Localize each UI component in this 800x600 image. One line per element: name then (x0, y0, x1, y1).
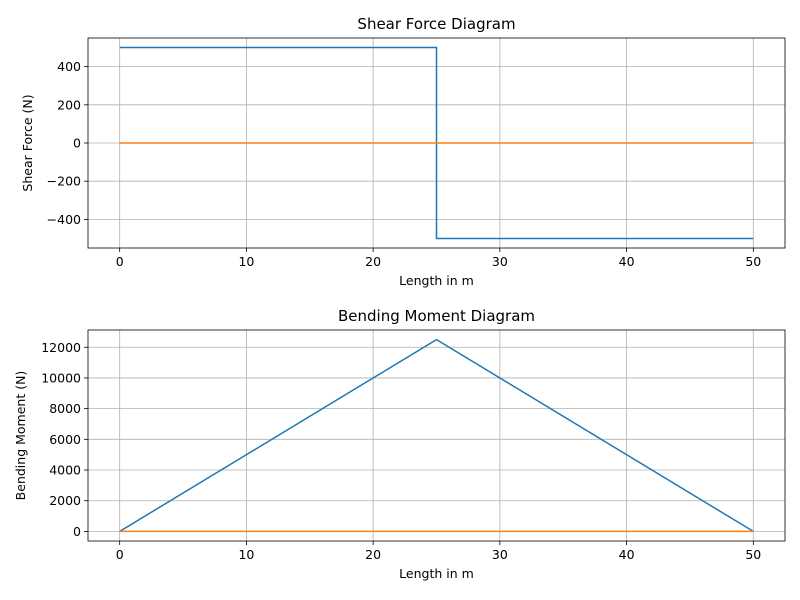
y-tick-label: 0 (73, 524, 81, 539)
shear-force-chart: 0 10 20 30 40 50 −400 −200 0 200 400 Shear Force Di… (20, 15, 786, 288)
x-tick-label: 20 (365, 254, 381, 269)
x-tick-label: 40 (619, 547, 635, 562)
x-tick-label: 10 (238, 547, 254, 562)
y-tick-label: 4000 (49, 463, 81, 478)
y-tick-label: 10000 (41, 370, 81, 385)
plot-frame (87, 329, 786, 542)
x-tick-label: 0 (116, 254, 124, 269)
x-tick-label: 40 (619, 254, 635, 269)
y-tick-label: 200 (57, 97, 81, 112)
x-axis-label: Length in m (399, 273, 474, 288)
y-tick-label: −200 (47, 174, 81, 189)
x-axis-label: Length in m (399, 566, 474, 581)
x-tick-label: 50 (745, 547, 761, 562)
x-tick-label: 0 (116, 547, 124, 562)
x-tick-label: 50 (745, 254, 761, 269)
x-tick-label: 30 (492, 547, 508, 562)
y-axis-label: Bending Moment (N) (13, 371, 28, 501)
y-tick-label: 400 (57, 59, 81, 74)
chart-title: Bending Moment Diagram (338, 307, 535, 325)
y-tick-label: −400 (47, 212, 81, 227)
x-tick-label: 10 (238, 254, 254, 269)
x-tick-label: 20 (365, 547, 381, 562)
series-line-1 (119, 338, 754, 533)
y-tick-label: 6000 (49, 432, 81, 447)
y-tick-label: 8000 (49, 401, 81, 416)
chart-title: Shear Force Diagram (357, 15, 515, 33)
y-axis-label: Shear Force (N) (20, 94, 35, 191)
bending-moment-chart: 0 10 20 30 40 50 0 2000 4000 6000 8000 10000 12000 Be… (13, 307, 786, 581)
y-tick-label: 2000 (49, 493, 81, 508)
x-tick-label: 30 (492, 254, 508, 269)
y-tick-label: 0 (73, 136, 81, 151)
y-tick-label: 12000 (41, 340, 81, 355)
